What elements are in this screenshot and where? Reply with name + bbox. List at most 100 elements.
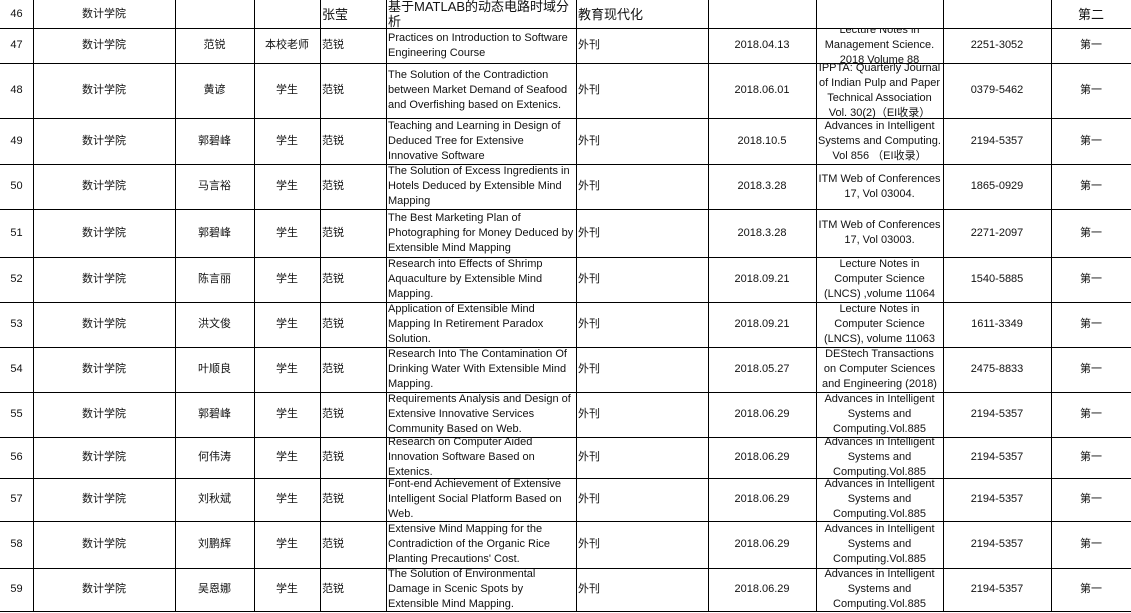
cell-role[interactable]: 学生	[254, 478, 321, 521]
cell-issn[interactable]: 2251-3052	[943, 28, 1052, 63]
cell-rank[interactable]: 第一	[1051, 63, 1131, 118]
cell-rank[interactable]: 第一	[1051, 118, 1131, 164]
cell-author[interactable]: 叶顺良	[175, 347, 255, 392]
cell-author[interactable]: 郭碧峰	[175, 118, 255, 164]
cell-date[interactable]: 2018.05.27	[708, 347, 817, 392]
cell-issn[interactable]: 0379-5462	[943, 63, 1052, 118]
cell-advisor[interactable]: 范锐	[320, 63, 387, 118]
cell-title[interactable]: Requirements Analysis and Design of Exte…	[386, 392, 577, 437]
cell-author[interactable]: 郭碧峰	[175, 392, 255, 437]
cell-college[interactable]: 数计学院	[33, 257, 176, 302]
cell-index[interactable]: 49	[0, 118, 34, 164]
cell-date[interactable]: 2018.04.13	[708, 28, 817, 63]
cell-advisor[interactable]: 范锐	[320, 521, 387, 568]
cell-index[interactable]: 57	[0, 478, 34, 521]
cell-college[interactable]: 数计学院	[33, 164, 176, 209]
cell-role[interactable]: 学生	[254, 521, 321, 568]
cell-college[interactable]: 数计学院	[33, 302, 176, 347]
cell-role[interactable]: 学生	[254, 209, 321, 257]
cell-author[interactable]	[175, 0, 255, 28]
cell-title[interactable]: The Best Marketing Plan of Photographing…	[386, 209, 577, 257]
cell-type[interactable]: 教育现代化	[576, 0, 709, 28]
cell-college[interactable]: 数计学院	[33, 63, 176, 118]
cell-role[interactable]: 学生	[254, 257, 321, 302]
cell-journal[interactable]: Advances in Intelligent Systems and Comp…	[816, 568, 944, 611]
cell-author[interactable]: 马言裕	[175, 164, 255, 209]
cell-title[interactable]: Teaching and Learning in Design of Deduc…	[386, 118, 577, 164]
cell-advisor[interactable]: 范锐	[320, 209, 387, 257]
cell-index[interactable]: 52	[0, 257, 34, 302]
cell-type[interactable]: 外刊	[576, 63, 709, 118]
cell-type[interactable]: 外刊	[576, 118, 709, 164]
cell-index[interactable]: 58	[0, 521, 34, 568]
cell-issn[interactable]: 1611-3349	[943, 302, 1052, 347]
cell-type[interactable]: 外刊	[576, 478, 709, 521]
cell-journal[interactable]: Advances in Intelligent Systems and Comp…	[816, 437, 944, 478]
cell-role[interactable]: 学生	[254, 347, 321, 392]
cell-author[interactable]: 范锐	[175, 28, 255, 63]
cell-index[interactable]: 55	[0, 392, 34, 437]
cell-type[interactable]: 外刊	[576, 392, 709, 437]
cell-author[interactable]: 黄谚	[175, 63, 255, 118]
cell-date[interactable]: 2018.06.01	[708, 63, 817, 118]
cell-index[interactable]: 56	[0, 437, 34, 478]
cell-index[interactable]: 51	[0, 209, 34, 257]
cell-type[interactable]: 外刊	[576, 347, 709, 392]
cell-journal[interactable]: Lecture Notes in Management Science. 201…	[816, 28, 944, 63]
cell-index[interactable]: 46	[0, 0, 34, 28]
cell-role[interactable]	[254, 0, 321, 28]
cell-college[interactable]: 数计学院	[33, 0, 176, 28]
cell-author[interactable]: 刘秋斌	[175, 478, 255, 521]
cell-author[interactable]: 刘鹏辉	[175, 521, 255, 568]
cell-college[interactable]: 数计学院	[33, 118, 176, 164]
cell-rank[interactable]: 第一	[1051, 347, 1131, 392]
cell-author[interactable]: 郭碧峰	[175, 209, 255, 257]
cell-issn[interactable]: 2194-5357	[943, 437, 1052, 478]
cell-title[interactable]: Research into Effects of Shrimp Aquacult…	[386, 257, 577, 302]
cell-journal[interactable]: Advances in Intelligent Systems and Comp…	[816, 118, 944, 164]
cell-title[interactable]: Research Into The Contamination Of Drink…	[386, 347, 577, 392]
cell-issn[interactable]: 2194-5357	[943, 521, 1052, 568]
cell-rank[interactable]: 第一	[1051, 392, 1131, 437]
cell-role[interactable]: 学生	[254, 302, 321, 347]
cell-college[interactable]: 数计学院	[33, 478, 176, 521]
cell-advisor[interactable]: 范锐	[320, 478, 387, 521]
cell-rank[interactable]: 第二	[1051, 0, 1131, 28]
cell-title[interactable]: Font-end Achievement of Extensive Intell…	[386, 478, 577, 521]
cell-college[interactable]: 数计学院	[33, 568, 176, 611]
cell-college[interactable]: 数计学院	[33, 521, 176, 568]
cell-date[interactable]: 2018.06.29	[708, 521, 817, 568]
cell-advisor[interactable]: 范锐	[320, 118, 387, 164]
cell-type[interactable]: 外刊	[576, 302, 709, 347]
cell-college[interactable]: 数计学院	[33, 437, 176, 478]
cell-author[interactable]: 吴恩娜	[175, 568, 255, 611]
cell-advisor[interactable]: 范锐	[320, 257, 387, 302]
cell-date[interactable]: 2018.06.29	[708, 437, 817, 478]
cell-type[interactable]: 外刊	[576, 437, 709, 478]
cell-type[interactable]: 外刊	[576, 568, 709, 611]
cell-type[interactable]: 外刊	[576, 164, 709, 209]
cell-advisor[interactable]: 范锐	[320, 28, 387, 63]
cell-date[interactable]: 2018.10.5	[708, 118, 817, 164]
cell-issn[interactable]: 1865-0929	[943, 164, 1052, 209]
cell-index[interactable]: 50	[0, 164, 34, 209]
cell-type[interactable]: 外刊	[576, 257, 709, 302]
cell-rank[interactable]: 第一	[1051, 478, 1131, 521]
cell-role[interactable]: 学生	[254, 437, 321, 478]
cell-rank[interactable]: 第一	[1051, 28, 1131, 63]
cell-date[interactable]: 2018.06.29	[708, 478, 817, 521]
cell-title[interactable]: Research on Computer Aided Innovation So…	[386, 437, 577, 478]
cell-index[interactable]: 54	[0, 347, 34, 392]
cell-journal[interactable]: Lecture Notes in Computer Science (LNCS)…	[816, 257, 944, 302]
cell-issn[interactable]: 1540-5885	[943, 257, 1052, 302]
cell-college[interactable]: 数计学院	[33, 392, 176, 437]
cell-date[interactable]: 2018.06.29	[708, 568, 817, 611]
cell-author[interactable]: 洪文俊	[175, 302, 255, 347]
cell-rank[interactable]: 第一	[1051, 521, 1131, 568]
cell-type[interactable]: 外刊	[576, 209, 709, 257]
cell-journal[interactable]: Lecture Notes in Computer Science (LNCS)…	[816, 302, 944, 347]
cell-college[interactable]: 数计学院	[33, 209, 176, 257]
cell-role[interactable]: 学生	[254, 63, 321, 118]
cell-journal[interactable]: Advances in Intelligent Systems and Comp…	[816, 521, 944, 568]
cell-issn[interactable]: 2194-5357	[943, 568, 1052, 611]
